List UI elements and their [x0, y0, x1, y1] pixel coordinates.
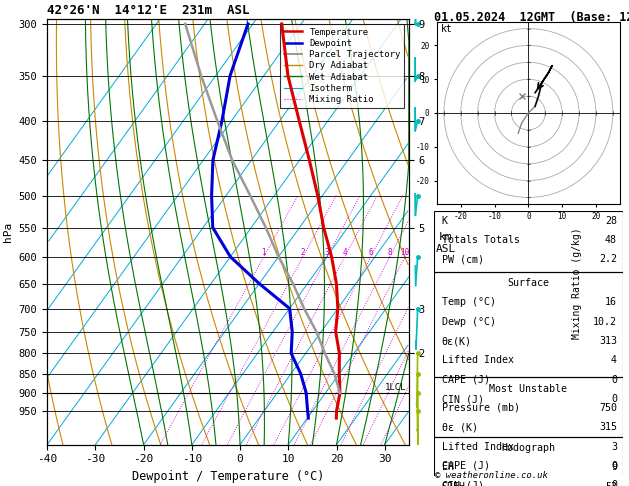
- Text: 42°26'N  14°12'E  231m  ASL: 42°26'N 14°12'E 231m ASL: [47, 4, 250, 17]
- Text: 2.2: 2.2: [599, 254, 617, 264]
- Text: Mixing Ratio (g/kg): Mixing Ratio (g/kg): [572, 227, 582, 339]
- Text: 10: 10: [401, 248, 409, 257]
- Text: 1: 1: [262, 248, 266, 257]
- Text: 1LCL: 1LCL: [385, 382, 406, 392]
- Y-axis label: km
ASL: km ASL: [435, 232, 456, 254]
- Text: 0: 0: [611, 394, 617, 404]
- Text: K: K: [442, 216, 448, 226]
- Text: Surface: Surface: [508, 278, 549, 288]
- Text: CIN (J): CIN (J): [442, 480, 484, 486]
- Text: Lifted Index: Lifted Index: [442, 442, 513, 451]
- Text: 6: 6: [369, 248, 373, 257]
- Text: 3: 3: [325, 248, 330, 257]
- Text: 750: 750: [599, 403, 617, 413]
- Legend: Temperature, Dewpoint, Parcel Trajectory, Dry Adiabat, Wet Adiabat, Isotherm, Mi: Temperature, Dewpoint, Parcel Trajectory…: [281, 24, 404, 108]
- Text: CAPE (J): CAPE (J): [442, 461, 489, 471]
- Text: Dewp (°C): Dewp (°C): [442, 317, 496, 327]
- Text: 16: 16: [605, 297, 617, 308]
- Text: θε(K): θε(K): [442, 336, 472, 346]
- Text: 10.2: 10.2: [593, 317, 617, 327]
- X-axis label: Dewpoint / Temperature (°C): Dewpoint / Temperature (°C): [132, 470, 324, 483]
- Text: 2: 2: [301, 248, 305, 257]
- Text: 4: 4: [611, 355, 617, 365]
- Text: 3: 3: [611, 442, 617, 451]
- Y-axis label: hPa: hPa: [3, 222, 13, 242]
- Text: 28: 28: [605, 216, 617, 226]
- Text: 01.05.2024  12GMT  (Base: 12): 01.05.2024 12GMT (Base: 12): [434, 11, 629, 24]
- Text: Hodograph: Hodograph: [501, 443, 555, 453]
- Text: © weatheronline.co.uk: © weatheronline.co.uk: [435, 471, 548, 480]
- Text: EH: EH: [442, 463, 454, 472]
- Text: 0: 0: [611, 461, 617, 471]
- Text: 0: 0: [611, 480, 617, 486]
- Text: CAPE (J): CAPE (J): [442, 375, 489, 385]
- Text: 8: 8: [387, 248, 392, 257]
- Text: 9: 9: [611, 463, 617, 472]
- Text: Pressure (mb): Pressure (mb): [442, 403, 520, 413]
- Text: 4: 4: [343, 248, 347, 257]
- Text: Temp (°C): Temp (°C): [442, 297, 496, 308]
- Text: Most Unstable: Most Unstable: [489, 383, 567, 394]
- Text: kt: kt: [440, 24, 452, 34]
- Text: CIN (J): CIN (J): [442, 394, 484, 404]
- Text: Totals Totals: Totals Totals: [442, 235, 520, 245]
- Text: θε (K): θε (K): [442, 422, 477, 432]
- Text: 313: 313: [599, 336, 617, 346]
- Text: 48: 48: [605, 235, 617, 245]
- Text: SREH: SREH: [442, 482, 465, 486]
- Text: 0: 0: [611, 375, 617, 385]
- Text: Lifted Index: Lifted Index: [442, 355, 513, 365]
- Text: PW (cm): PW (cm): [442, 254, 484, 264]
- Text: 315: 315: [599, 422, 617, 432]
- Text: 53: 53: [605, 482, 617, 486]
